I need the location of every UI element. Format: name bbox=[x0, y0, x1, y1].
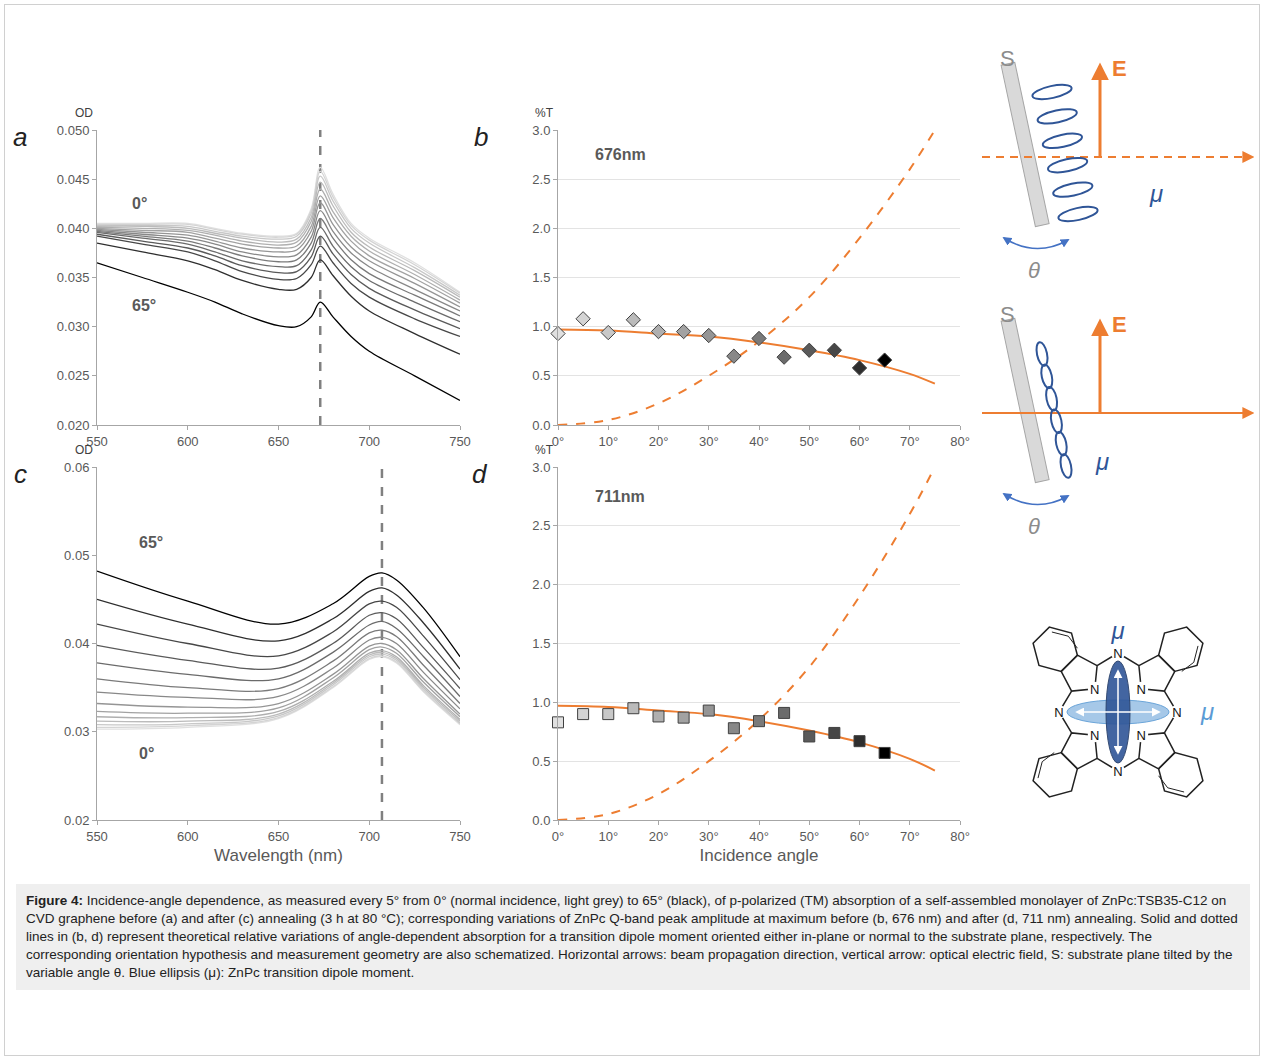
svg-text:1.0: 1.0 bbox=[532, 695, 550, 710]
svg-text:0°: 0° bbox=[139, 745, 154, 762]
svg-text:0.040: 0.040 bbox=[57, 221, 90, 236]
svg-text:80°: 80° bbox=[950, 829, 970, 844]
svg-text:0.050: 0.050 bbox=[57, 123, 90, 138]
svg-text:0.5: 0.5 bbox=[532, 754, 550, 769]
svg-text:μ: μ bbox=[1149, 180, 1163, 207]
svg-text:0°: 0° bbox=[132, 195, 147, 212]
svg-text:70°: 70° bbox=[900, 829, 920, 844]
svg-text:0.045: 0.045 bbox=[57, 172, 90, 187]
svg-text:N: N bbox=[1172, 705, 1181, 720]
svg-text:E: E bbox=[1112, 312, 1127, 337]
svg-text:0.05: 0.05 bbox=[64, 548, 89, 563]
svg-text:65°: 65° bbox=[132, 297, 156, 314]
svg-text:S: S bbox=[1000, 302, 1015, 327]
svg-text:E: E bbox=[1112, 56, 1127, 81]
svg-text:700: 700 bbox=[358, 434, 380, 449]
svg-text:1.5: 1.5 bbox=[532, 270, 550, 285]
svg-text:N: N bbox=[1136, 728, 1145, 743]
svg-text:d: d bbox=[472, 459, 488, 489]
svg-text:N: N bbox=[1113, 646, 1122, 661]
svg-text:0.0: 0.0 bbox=[532, 813, 550, 828]
svg-text:2.0: 2.0 bbox=[532, 221, 550, 236]
svg-text:80°: 80° bbox=[950, 434, 970, 449]
svg-text:0.02: 0.02 bbox=[64, 813, 89, 828]
svg-text:0°: 0° bbox=[552, 434, 564, 449]
svg-text:750: 750 bbox=[449, 434, 471, 449]
svg-text:600: 600 bbox=[177, 434, 199, 449]
svg-text:550: 550 bbox=[86, 829, 108, 844]
svg-text:30°: 30° bbox=[699, 829, 719, 844]
svg-text:2.0: 2.0 bbox=[532, 577, 550, 592]
svg-text:10°: 10° bbox=[598, 829, 618, 844]
svg-text:20°: 20° bbox=[649, 829, 669, 844]
svg-text:0°: 0° bbox=[552, 829, 564, 844]
svg-text:20°: 20° bbox=[649, 434, 669, 449]
svg-text:600: 600 bbox=[177, 829, 199, 844]
svg-text:N: N bbox=[1113, 764, 1122, 779]
svg-text:0.035: 0.035 bbox=[57, 270, 90, 285]
svg-text:50°: 50° bbox=[799, 829, 819, 844]
svg-text:b: b bbox=[474, 122, 488, 152]
svg-text:N: N bbox=[1136, 682, 1145, 697]
svg-text:1.5: 1.5 bbox=[532, 636, 550, 651]
svg-text:0.020: 0.020 bbox=[57, 418, 90, 433]
svg-text:a: a bbox=[13, 122, 27, 152]
svg-text:N: N bbox=[1090, 728, 1099, 743]
svg-text:676nm: 676nm bbox=[595, 146, 646, 163]
svg-text:%T: %T bbox=[535, 106, 554, 120]
svg-text:700: 700 bbox=[358, 829, 380, 844]
html-text:Figure 4: Incidence-angle depe: Figure 4: Incidence-angle dependence, as… bbox=[26, 893, 1238, 980]
svg-text:OD: OD bbox=[75, 106, 93, 120]
svg-text:OD: OD bbox=[75, 443, 93, 457]
svg-text:S: S bbox=[1000, 46, 1015, 71]
svg-text:1.0: 1.0 bbox=[532, 319, 550, 334]
svg-text:40°: 40° bbox=[749, 434, 769, 449]
svg-text:%T: %T bbox=[535, 443, 554, 457]
svg-text:30°: 30° bbox=[699, 434, 719, 449]
svg-text:N: N bbox=[1054, 705, 1063, 720]
svg-text:0.03: 0.03 bbox=[64, 724, 89, 739]
svg-text:0.5: 0.5 bbox=[532, 368, 550, 383]
svg-text:3.0: 3.0 bbox=[532, 123, 550, 138]
svg-text:μ: μ bbox=[1200, 698, 1214, 725]
svg-text:60°: 60° bbox=[850, 829, 870, 844]
svg-text:θ: θ bbox=[1028, 514, 1040, 539]
svg-text:60°: 60° bbox=[850, 434, 870, 449]
svg-text:Incidence angle: Incidence angle bbox=[699, 846, 818, 865]
svg-text:550: 550 bbox=[86, 434, 108, 449]
svg-text:711nm: 711nm bbox=[595, 488, 645, 505]
svg-text:θ: θ bbox=[1028, 258, 1040, 283]
svg-text:0.0: 0.0 bbox=[532, 418, 550, 433]
svg-text:2.5: 2.5 bbox=[532, 172, 550, 187]
svg-text:50°: 50° bbox=[799, 434, 819, 449]
svg-text:N: N bbox=[1090, 682, 1099, 697]
svg-text:c: c bbox=[14, 459, 27, 489]
svg-text:μ: μ bbox=[1095, 448, 1109, 475]
svg-text:Wavelength (nm): Wavelength (nm) bbox=[214, 846, 343, 865]
svg-text:0.06: 0.06 bbox=[64, 460, 89, 475]
svg-text:750: 750 bbox=[449, 829, 471, 844]
svg-text:70°: 70° bbox=[900, 434, 920, 449]
svg-text:10°: 10° bbox=[598, 434, 618, 449]
svg-text:0.025: 0.025 bbox=[57, 368, 90, 383]
svg-text:3.0: 3.0 bbox=[532, 460, 550, 475]
svg-text:2.5: 2.5 bbox=[532, 518, 550, 533]
svg-text:65°: 65° bbox=[139, 534, 163, 551]
svg-text:40°: 40° bbox=[749, 829, 769, 844]
svg-text:0.030: 0.030 bbox=[57, 319, 90, 334]
svg-text:650: 650 bbox=[268, 829, 290, 844]
svg-text:650: 650 bbox=[268, 434, 290, 449]
svg-text:μ: μ bbox=[1110, 617, 1124, 644]
svg-text:0.04: 0.04 bbox=[64, 636, 89, 651]
